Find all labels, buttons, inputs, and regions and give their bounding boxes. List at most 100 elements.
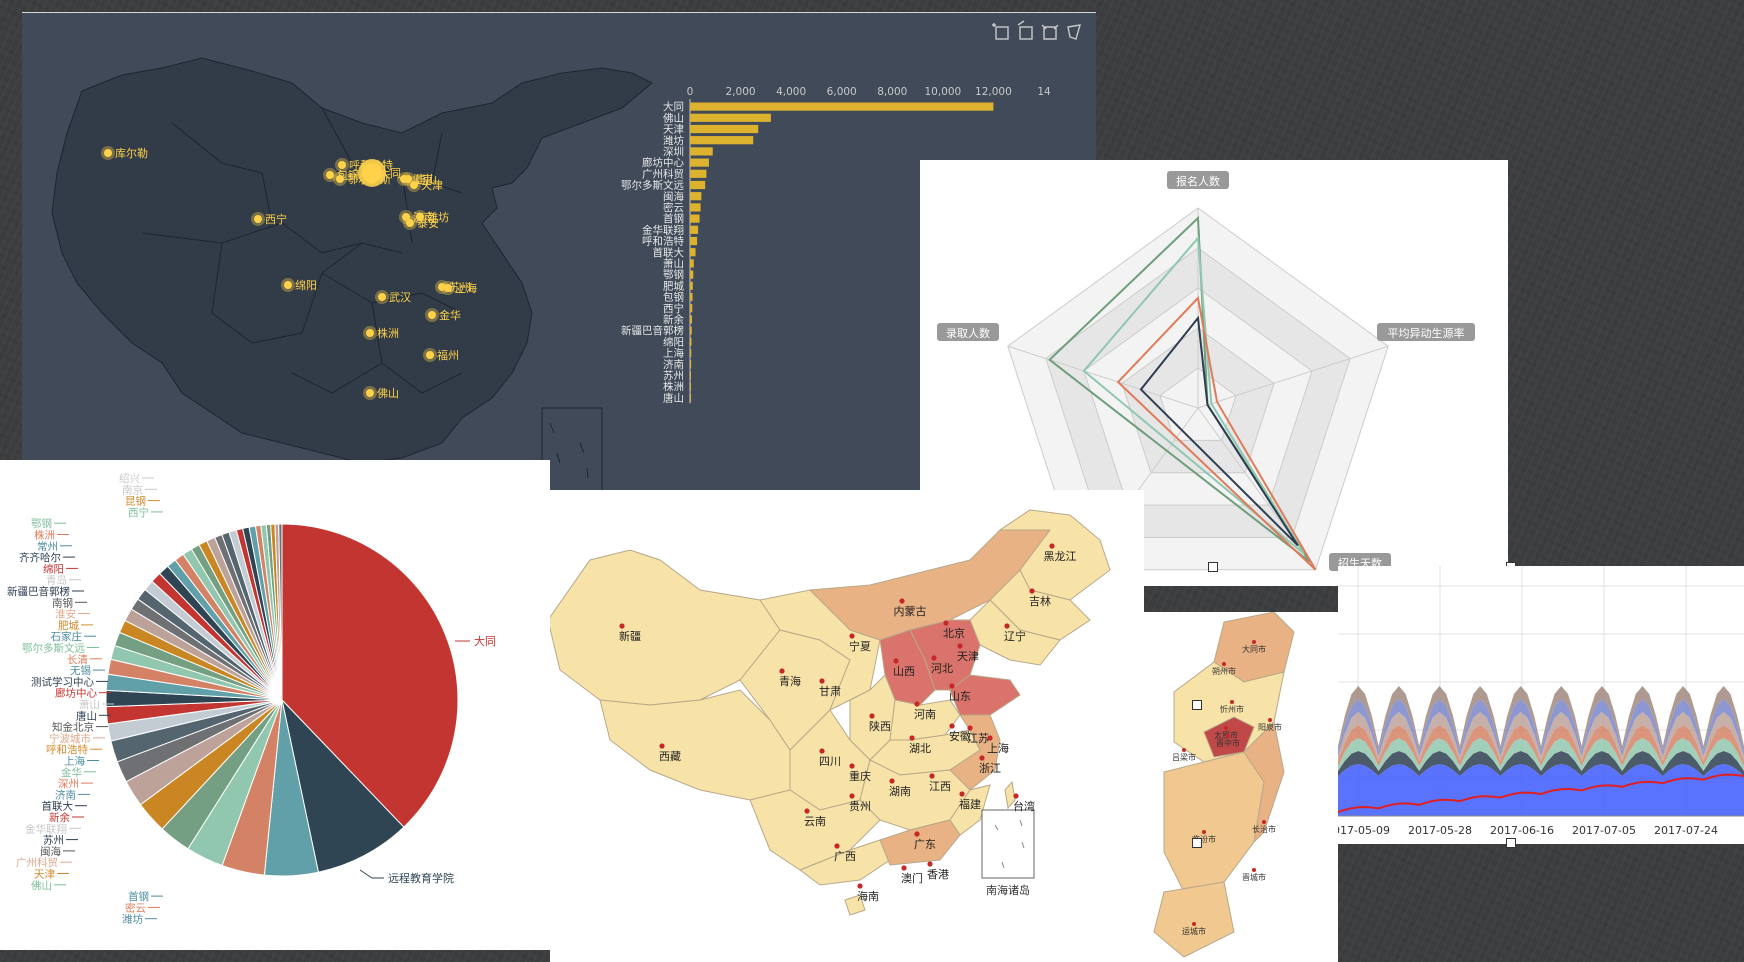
area-x-tick: 2017-07-24 [1654,824,1718,837]
bar-category-label: 佛山 [663,111,684,124]
pie-label-left: 测试学习中心 [31,675,94,688]
bar [690,214,700,223]
radar-series-line [1116,295,1317,571]
bar [690,236,698,246]
pie-label-left: 常州 [37,540,58,553]
geo-point-label: 上海 [455,281,477,295]
province-capital-dot [927,861,933,867]
radar-series [1048,215,1317,571]
province-capital-dot [619,623,625,629]
province-label: 河北 [931,662,953,675]
bar [690,393,691,402]
city-dot [1224,726,1228,730]
province-label: 浙江 [979,762,1001,775]
province-capital-dot [869,713,875,719]
geo-point [426,351,434,359]
province-capital-dot [899,598,905,604]
pie-label-left: 佛山 [31,879,52,892]
province-label: 台湾 [1013,799,1035,813]
geo-point [254,215,262,223]
province-label: 青海 [779,674,801,688]
shanxi-far-south [1153,881,1235,958]
area-red-line [1338,773,1744,813]
geo-point [444,284,452,292]
pie-slices [105,523,459,877]
bar-series [690,102,994,402]
radar-indicator-badge [1377,323,1475,341]
province-label: 四川 [819,755,841,768]
pie-label-left: 闽海 [40,845,61,858]
city-dot [1262,820,1266,824]
province-capital-dot [849,763,855,769]
bar-category-label: 株洲 [663,380,684,393]
polygon-select-icon[interactable] [1017,20,1033,40]
geo-point [406,219,414,227]
clear-selection-icon[interactable] [1067,24,1081,40]
toolbox [992,20,1081,40]
resize-handle[interactable] [1192,838,1202,848]
keep-selection-icon[interactable] [1041,24,1059,40]
bar-category-label: 鄂尔多斯文远 [621,179,684,192]
province-capital-dot [849,633,855,639]
province-capital-dot [819,748,825,754]
province-label: 内蒙古 [894,604,927,618]
resize-handle[interactable] [1208,562,1218,572]
province-label: 甘肃 [819,685,841,698]
bar [690,382,691,391]
bar [690,304,693,313]
province-capital-dot [1013,793,1019,799]
resize-handle[interactable] [1192,700,1202,710]
bar-category-label: 首联大 [653,246,685,259]
bar-x-tick: 14 [1037,86,1051,98]
radar-spoke [1197,345,1389,409]
province-capital-dot [779,668,785,674]
province-label: 新疆 [619,629,641,643]
province-label: 香港 [927,868,949,881]
geo-point-label: 天津 [421,179,443,192]
pie-label-right: 远程教育学院 [388,871,454,885]
bar-category-label: 济南 [663,358,684,371]
nine-dash-inset-lines [549,422,589,479]
city-label: 晋中市 [1216,738,1240,748]
pie-label-left: 南钢 [52,596,73,609]
pie-label-left: 天津 [34,869,55,881]
province-label: 安徽 [949,729,971,743]
city-dot [1230,700,1234,704]
province-capital-dot [819,678,825,684]
pie-label-left: 绵阳 [43,562,64,575]
bar-category-label: 上海 [663,347,684,360]
pie-panel: 大同 远程教育学院 绍兴 南京 昆钢 西宁 鄂钢 株洲 常州 齐齐哈尔 绵阳 青岛 新疆巴音郭楞 南钢 淮安… [0,460,550,950]
city-label: 运城市 [1182,926,1206,936]
pie-label-left: 呼和浩特 [46,744,88,756]
geo-city-points: 库尔勒西宁绵阳武汉株洲福州金华苏州上海潍坊泰安济南佛山北京天津唐山呼和浩特鄂尔多… [101,146,477,400]
city-label: 晋城市 [1242,872,1266,882]
province-capital-dot [959,791,965,797]
rect-select-icon[interactable] [992,23,1009,40]
province-label: 天津 [957,650,979,663]
geo-point-label: 唐山 [415,172,437,186]
geo-point [404,175,412,183]
geo-point-label: 库尔勒 [115,147,148,160]
bar-category-label: 肥城 [663,280,684,292]
pie-label-left: 南京 [122,483,143,496]
geo-point [326,171,334,179]
radar-grid [1007,207,1389,571]
pie-label-left: 新余 [49,811,70,824]
city-dot [1252,868,1256,872]
city-label: 吕梁市 [1172,752,1196,762]
geo-point-label: 金华 [439,308,461,322]
resize-handle[interactable] [1506,838,1516,848]
bar-category-label: 广州科贸 [642,167,684,180]
bar-x-tick: 4,000 [776,86,806,98]
pie-label-left: 廊坊中心 [55,687,97,700]
province-capital-dot [901,865,907,871]
geo-point-label: 西宁 [265,212,287,226]
pie-label-left: 上海 [64,755,85,768]
stacked-area-panel: 2017-05-09 2017-05-28 2017-06-16 2017-07-05… [1338,566,1744,844]
province-label: 海南 [857,889,879,903]
bar-category-labels: 大同佛山天津潍坊深圳廊坊中心广州科贸鄂尔多斯文远闽海密云首钢金华联翔呼和浩特首联… [621,100,684,404]
province-capital-dot [914,701,920,707]
province-capital-dot [957,643,963,649]
province-label: 辽宁 [1004,629,1026,643]
